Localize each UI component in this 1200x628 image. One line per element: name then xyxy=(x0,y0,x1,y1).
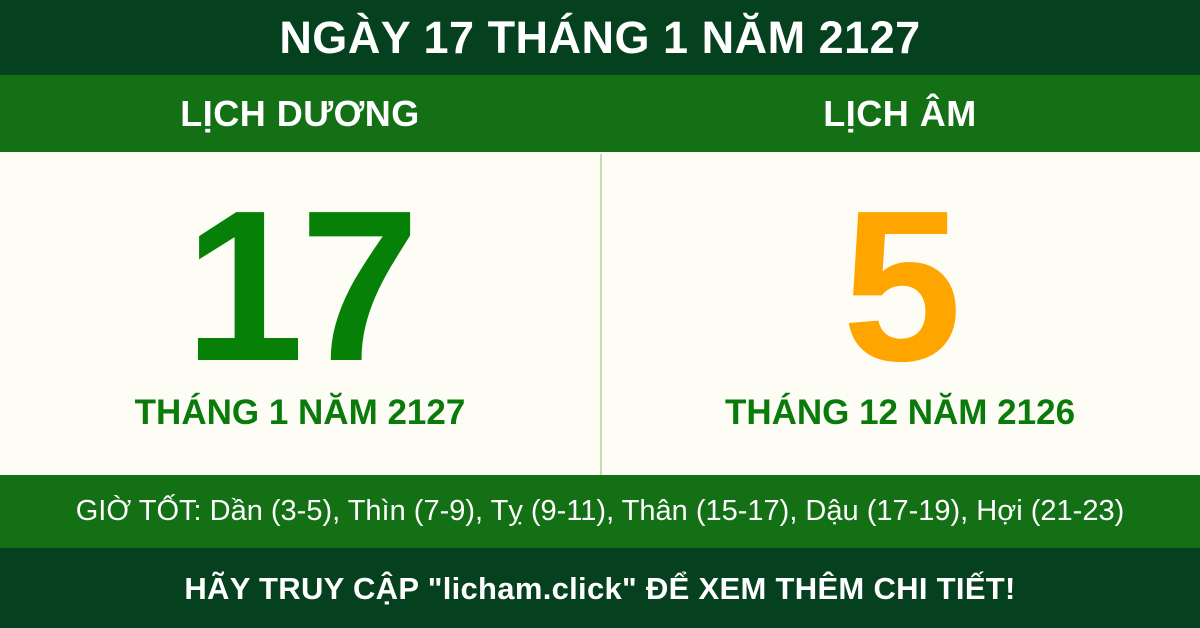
lunar-date-panel: 5 THÁNG 12 NĂM 2126 xyxy=(600,154,1200,475)
solar-calendar-label: LỊCH DƯƠNG xyxy=(180,92,420,134)
lunar-day-number: 5 xyxy=(842,165,962,407)
lunar-month-year: THÁNG 12 NĂM 2126 xyxy=(724,392,1076,432)
header-bar: NGÀY 17 THÁNG 1 NĂM 2127 xyxy=(0,0,1200,75)
good-hours-bar: GIỜ TỐT: Dần (3-5), Thìn (7-9), Tỵ (9-11… xyxy=(0,475,1200,548)
lunar-calendar-label: LỊCH ÂM xyxy=(823,92,977,134)
solar-date-panel: 17 THÁNG 1 NĂM 2127 xyxy=(0,154,600,475)
lunar-type-cell: LỊCH ÂM xyxy=(600,75,1200,152)
footer-cta-text: HÃY TRUY CẬP "licham.click" ĐỂ XEM THÊM … xyxy=(184,570,1016,606)
solar-month-year: THÁNG 1 NĂM 2127 xyxy=(134,392,466,432)
calendar-panel: 17 THÁNG 1 NĂM 2127 5 THÁNG 12 NĂM 2126 xyxy=(0,152,1200,475)
solar-type-cell: LỊCH DƯƠNG xyxy=(0,75,600,152)
good-hours-text: GIỜ TỐT: Dần (3-5), Thìn (7-9), Tỵ (9-11… xyxy=(75,495,1125,527)
solar-day-number: 17 xyxy=(184,165,419,407)
page-title: NGÀY 17 THÁNG 1 NĂM 2127 xyxy=(279,12,921,63)
footer-bar: HÃY TRUY CẬP "licham.click" ĐỂ XEM THÊM … xyxy=(0,548,1200,628)
calendar-type-bar: LỊCH DƯƠNG LỊCH ÂM xyxy=(0,75,1200,152)
